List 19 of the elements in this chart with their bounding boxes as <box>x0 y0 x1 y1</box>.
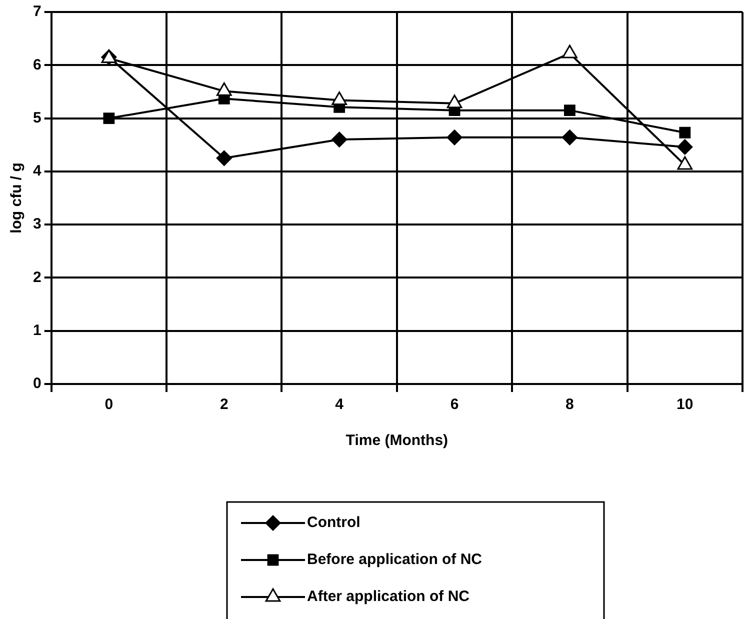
x-tick-label: 4 <box>335 396 344 414</box>
x-tick-label: 2 <box>220 396 228 414</box>
y-tick-label: 4 <box>33 162 42 180</box>
y-tick-label: 5 <box>33 109 42 126</box>
x-tick-label: 0 <box>104 396 114 414</box>
y-tick-label: 6 <box>33 56 42 74</box>
legend-label: Control <box>307 514 360 532</box>
y-tick-label: 0 <box>33 375 42 392</box>
y-tick-label: 3 <box>33 216 42 233</box>
x-tick-label: 8 <box>566 396 574 414</box>
y-axis-title: log cfu / g <box>8 162 26 234</box>
x-tick-label: 10 <box>676 396 694 414</box>
x-axis-title: Time (Months) <box>346 432 448 450</box>
y-tick-label: 2 <box>33 268 42 286</box>
y-tick-label: 7 <box>33 3 42 20</box>
y-tick-label: 1 <box>33 322 42 339</box>
x-tick-label: 6 <box>450 396 459 414</box>
legend-label: After application of NC <box>307 588 470 606</box>
legend-label: Before application of NC <box>307 551 482 568</box>
